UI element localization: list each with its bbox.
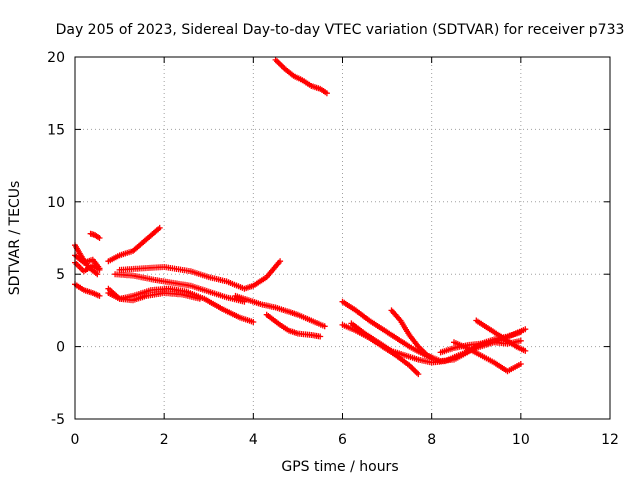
y-tick-label: 15 bbox=[47, 122, 65, 138]
y-tick-labels: -5 0 5 10 15 20 bbox=[47, 50, 65, 428]
y-axis-label: SDTVAR / TECUs bbox=[7, 181, 23, 296]
y-tick-label: 5 bbox=[56, 267, 65, 283]
x-tick-label: 12 bbox=[601, 432, 619, 448]
data-series-arc-8 bbox=[105, 285, 257, 325]
data-series-arc-13 bbox=[272, 56, 330, 97]
data-series-arc-20 bbox=[437, 337, 524, 356]
data-series-arc-19 bbox=[473, 317, 529, 354]
x-tick-label: 10 bbox=[512, 432, 530, 448]
x-axis-label: GPS time / hours bbox=[281, 459, 398, 475]
x-tick-label: 2 bbox=[160, 432, 169, 448]
x-tick-label: 8 bbox=[427, 432, 436, 448]
chart-title: Day 205 of 2023, Sidereal Day-to-day VTE… bbox=[56, 22, 625, 38]
marker-trace bbox=[72, 281, 103, 299]
x-tick-labels: 0 2 4 6 8 10 12 bbox=[71, 432, 619, 448]
marker-trace bbox=[105, 224, 163, 265]
marker-trace bbox=[272, 56, 330, 97]
grid bbox=[75, 57, 610, 419]
y-tick-label: 20 bbox=[47, 50, 65, 66]
marker-trace bbox=[87, 230, 103, 241]
data-series-arc-6 bbox=[72, 281, 103, 299]
axis-ticks bbox=[74, 56, 611, 420]
marker-trace bbox=[232, 292, 328, 330]
y-tick-label: 0 bbox=[56, 340, 65, 356]
marker-trace bbox=[105, 285, 257, 325]
marker-trace bbox=[473, 317, 529, 354]
data-series-arc-12 bbox=[263, 311, 324, 340]
data-series-arc-10 bbox=[116, 258, 284, 292]
y-tick-label: 10 bbox=[47, 195, 65, 211]
x-tick-label: 6 bbox=[338, 432, 347, 448]
data-series-arc-9 bbox=[112, 271, 248, 305]
x-tick-label: 0 bbox=[71, 432, 80, 448]
x-tick-label: 4 bbox=[249, 432, 258, 448]
data-series-arc-11 bbox=[232, 292, 328, 330]
data-series-arc-4 bbox=[87, 230, 103, 241]
marker-trace bbox=[112, 271, 248, 305]
plot-area bbox=[72, 56, 529, 378]
data-series-arc-5 bbox=[105, 224, 163, 265]
y-tick-label: -5 bbox=[51, 412, 65, 428]
marker-trace bbox=[263, 311, 324, 340]
marker-trace bbox=[437, 337, 524, 356]
marker-trace bbox=[116, 258, 284, 292]
